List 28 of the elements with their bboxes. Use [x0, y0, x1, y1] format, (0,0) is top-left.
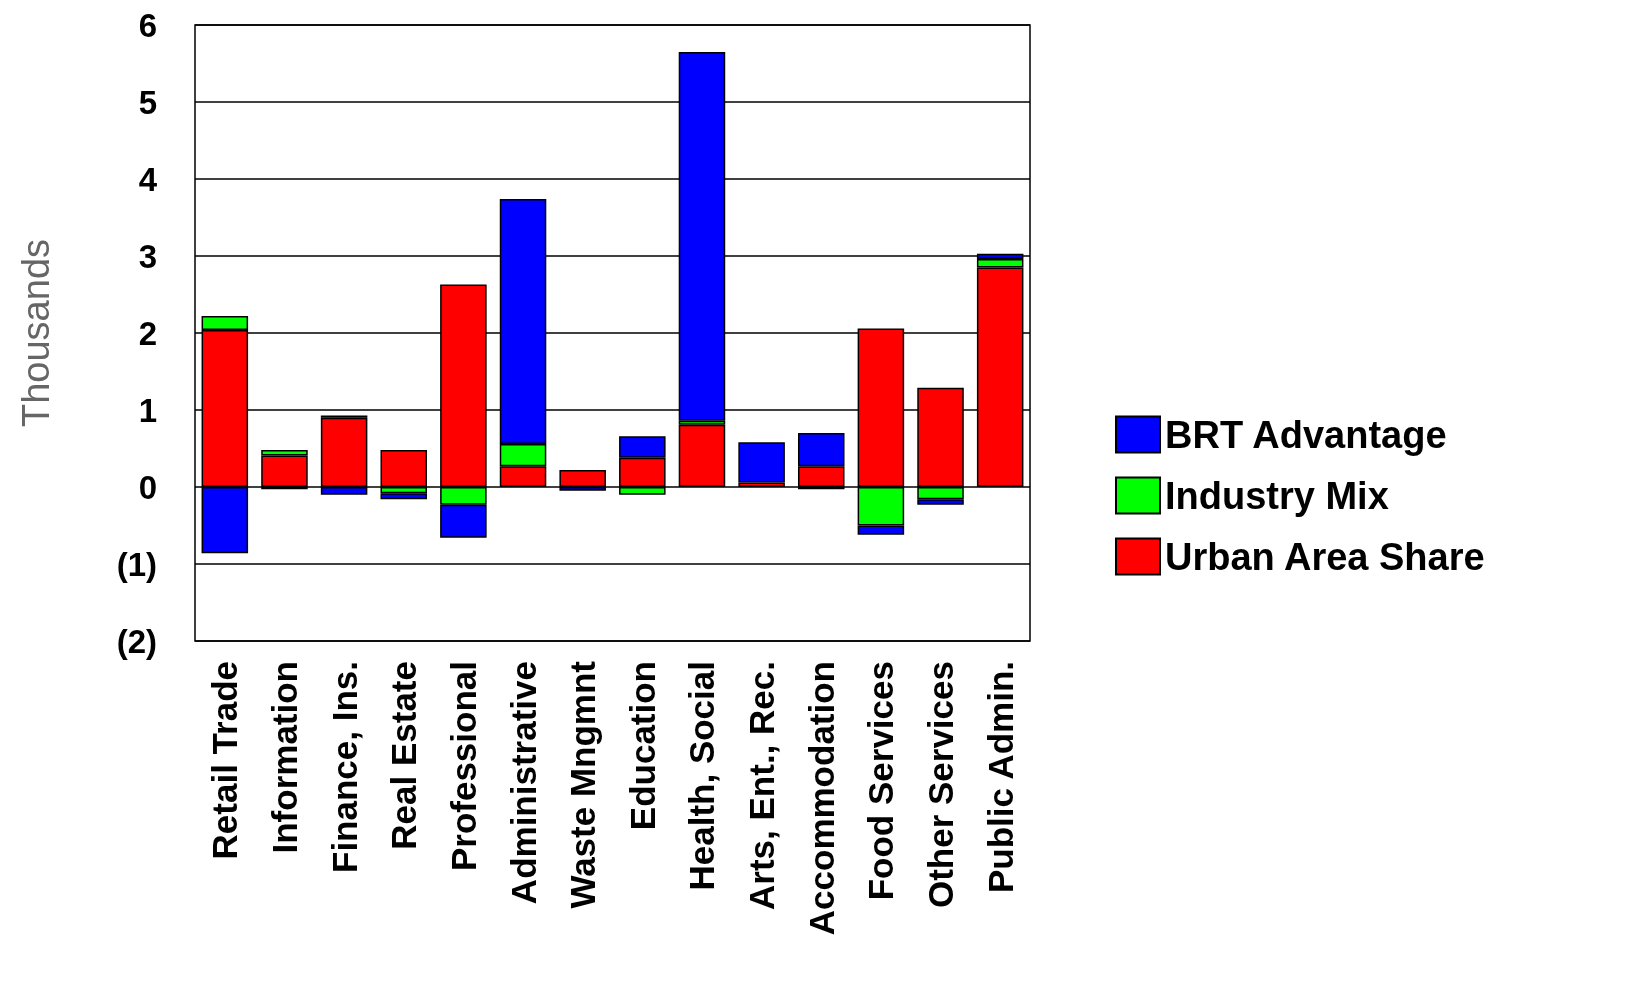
y-tick-label: (2) [116, 622, 157, 660]
x-tick-label: Retail Trade [205, 661, 245, 860]
legend-label: Urban Area Share [1165, 535, 1485, 578]
x-tick-label: Real Estate [384, 661, 424, 850]
x-tick-label: Food Services [861, 661, 901, 901]
y-tick-label: 4 [138, 160, 158, 198]
x-tick-label: Information [264, 661, 304, 854]
y-axis-title: Thousands [15, 238, 57, 428]
x-tick-label: Finance, Ins. [324, 661, 364, 873]
y-tick-label: 3 [138, 237, 157, 275]
y-tick-label: 5 [138, 83, 157, 121]
x-tick-label: Health, Social [682, 661, 722, 891]
x-tick-label: Public Admin. [980, 661, 1020, 894]
x-tick-label: Arts, Ent., Rec. [742, 661, 782, 910]
legend-label: Industry Mix [1165, 474, 1389, 517]
y-tick-label: (1) [116, 545, 157, 583]
x-tick-label: Administrative [503, 661, 543, 905]
x-tick-label: Education [622, 661, 662, 831]
bar [738, 442, 785, 483]
legend-label: BRT Advantage [1165, 413, 1447, 456]
x-tick-label: Other Services [921, 661, 961, 909]
y-tick-label: 0 [138, 468, 157, 506]
x-tick-label: Accommodation [801, 661, 841, 936]
y-tick-label: 1 [138, 391, 157, 429]
x-tick-label: Waste Mngmnt [563, 660, 603, 909]
y-tick-label: 6 [138, 6, 157, 44]
y-tick-label: 2 [138, 314, 157, 352]
x-tick-label: Professional [443, 661, 483, 872]
